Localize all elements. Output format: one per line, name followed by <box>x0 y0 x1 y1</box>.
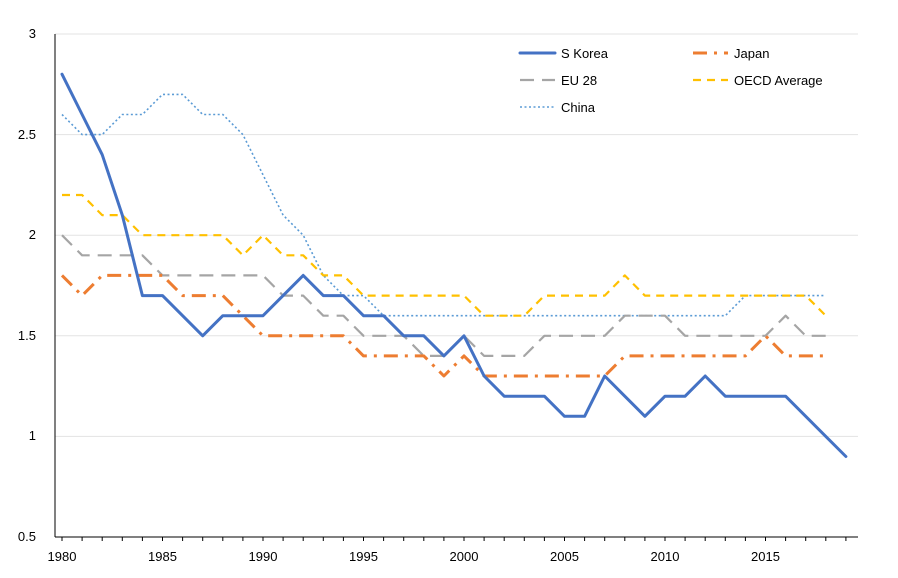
legend: S Korea Japan EU 28 OECD Average China <box>518 46 823 115</box>
x-tick-label: 1990 <box>249 549 278 564</box>
legend-label: China <box>561 100 596 115</box>
x-tick-label: 2005 <box>550 549 579 564</box>
legend-item-japan: Japan <box>693 46 769 61</box>
legend-item-eu-28: EU 28 <box>520 73 597 88</box>
x-tick-label: 2010 <box>651 549 680 564</box>
legend-item-china: China <box>520 100 596 115</box>
series-line-japan <box>60 273 826 378</box>
y-tick-label: 2 <box>29 227 36 242</box>
legend-label: OECD Average <box>734 73 823 88</box>
x-tick-label: 1980 <box>48 549 77 564</box>
legend-label: S Korea <box>561 46 609 61</box>
y-tick-label: 3 <box>29 26 36 41</box>
legend-label: Japan <box>734 46 769 61</box>
y-tick-label: 1 <box>29 428 36 443</box>
y-tick-label: 2.5 <box>18 127 36 142</box>
x-tick-label: 1995 <box>349 549 378 564</box>
series-line-china <box>61 93 826 317</box>
legend-label: EU 28 <box>561 73 597 88</box>
series-line-s-korea <box>60 72 848 458</box>
series-line-oecd-average <box>62 193 827 317</box>
y-tick-labels: 0.5 1 1.5 2 2.5 3 <box>18 26 36 544</box>
y-tick-label: 1.5 <box>18 328 36 343</box>
x-tick-label: 2000 <box>450 549 479 564</box>
x-tick-label: 1985 <box>148 549 177 564</box>
x-tick-label: 2015 <box>751 549 780 564</box>
x-tick-marks <box>61 537 847 541</box>
axes <box>54 34 858 538</box>
x-tick-labels: 1980 1985 1990 1995 2000 2005 2010 2015 <box>48 549 780 564</box>
y-tick-label: 0.5 <box>18 529 36 544</box>
legend-item-s-korea: S Korea <box>518 46 609 61</box>
series-lines <box>60 72 848 458</box>
legend-item-oecd-average: OECD Average <box>693 73 823 88</box>
